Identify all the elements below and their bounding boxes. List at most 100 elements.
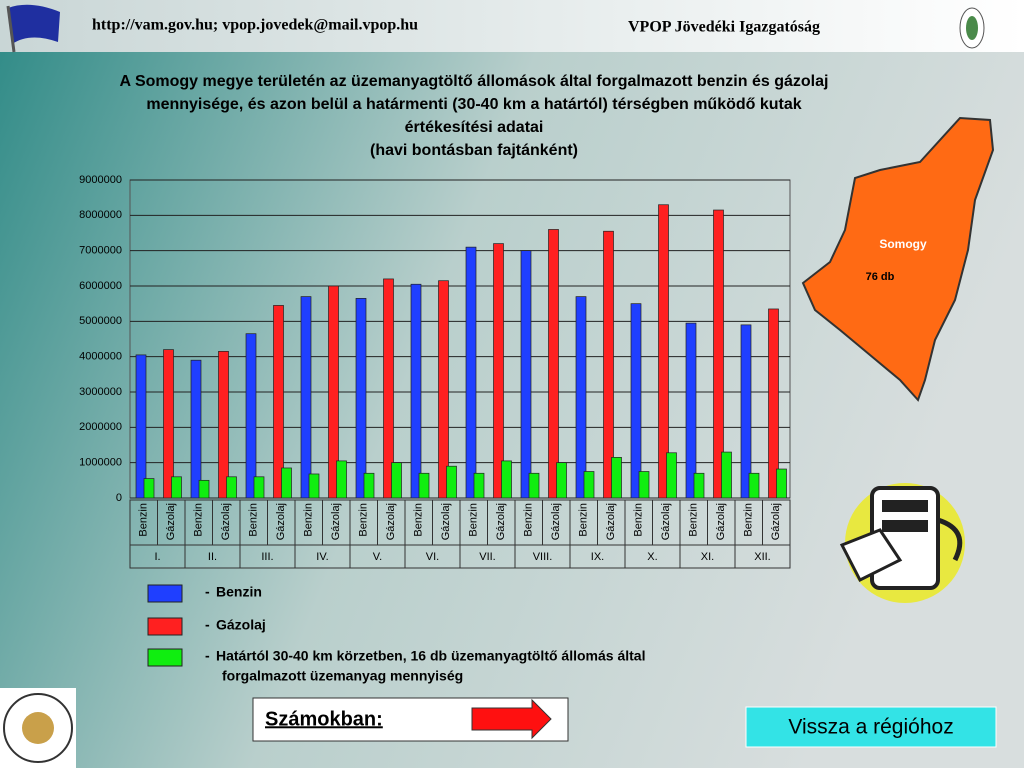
x-tick-label: VI. [426,551,439,563]
x-tick-label: II. [208,551,217,563]
y-tick-label: 5000000 [79,315,122,327]
bar [273,305,284,499]
x-tick-label: I. [154,551,160,563]
legend-swatch [147,648,183,667]
bar [493,243,504,499]
chart-title: értékesítési adatai [405,119,544,136]
bar [685,322,697,499]
chart-title: mennyisége, és azon belül a határmenti (… [146,96,801,113]
y-tick-label: 6000000 [79,280,122,292]
sub-label: Gázolaj [385,503,397,540]
back-button[interactable] [745,706,997,748]
bar [748,472,760,499]
sub-label: Gázolaj [660,503,672,540]
sub-label: Gázolaj [165,503,177,540]
bar [328,285,339,499]
sub-label: Gázolaj [220,503,232,540]
x-tick-label: VII. [479,551,496,563]
bar [300,296,312,499]
x-tick-label: III. [261,551,273,563]
bar [308,473,320,499]
legend-prefix: - [205,648,210,664]
legend-label: forgalmazott üzemanyag mennyiség [222,668,463,684]
bar [721,451,732,499]
chart-title: (havi bontásban fajtánként) [370,142,578,159]
bar [218,351,229,499]
y-tick-label: 0 [116,492,122,504]
bar [630,303,642,499]
y-tick-label: 4000000 [79,351,122,363]
bar [693,472,705,499]
bar [520,250,532,499]
legend-swatch [147,617,183,636]
legend-label: Gázolaj [216,617,266,633]
bar [776,468,787,499]
x-tick-label: V. [373,551,382,563]
sub-label: Gázolaj [605,503,617,540]
sub-label: Gázolaj [275,503,287,540]
bar [190,359,202,499]
y-tick-label: 8000000 [79,209,122,221]
sub-label: Benzin [413,503,425,537]
eu-flag [6,4,60,53]
bar [465,246,477,499]
sub-label: Benzin [523,503,535,537]
sub-label: Benzin [743,503,755,537]
map-name: Somogy [879,237,927,251]
bar [583,471,595,499]
bar [556,462,567,499]
y-tick-label: 3000000 [79,386,122,398]
bar [603,230,614,499]
bar [611,457,622,499]
anniversary-logo [0,688,76,768]
arrow[interactable] [471,698,552,740]
bar [253,476,265,499]
header-url: http://vam.gov.hu; vpop.jovedek@mail.vpo… [92,17,418,34]
bar [410,283,422,499]
legend-swatch [147,584,183,603]
bar [438,280,449,499]
bar [575,296,587,499]
emblem [959,7,985,49]
sub-label: Gázolaj [330,503,342,540]
bar [391,462,402,499]
y-tick-label: 1000000 [79,457,122,469]
sub-label: Benzin [303,503,315,537]
bar [336,460,347,499]
x-tick-label: IX. [591,551,604,563]
bar [281,467,292,499]
bar [658,204,669,499]
sub-label: Benzin [578,503,590,537]
legend-label: Benzin [216,584,262,600]
bar [226,476,237,499]
legend-label: Határtól 30-40 km körzetben, 16 db üzema… [216,648,645,664]
x-tick-label: VIII. [533,551,553,563]
sub-label: Benzin [138,503,150,537]
header-bar [0,0,1024,52]
header-org: VPOP Jövedéki Igazgatóság [628,19,820,36]
sub-label: Gázolaj [440,503,452,540]
x-tick-label: XI. [701,551,714,563]
y-tick-label: 9000000 [79,174,122,186]
bar [163,349,174,499]
numbers-box[interactable] [252,697,569,742]
bar [446,465,457,499]
sub-label: Benzin [688,503,700,537]
chart-title: A Somogy megye területén az üzemanyagtöl… [120,73,829,90]
bar [418,472,430,499]
x-tick-label: IV. [316,551,328,563]
bar [548,229,559,499]
bar [143,478,155,499]
bar [768,308,779,499]
county-map [801,116,995,402]
sub-label: Benzin [468,503,480,537]
map-count: 76 db [866,271,895,283]
bar [638,471,650,499]
y-tick-label: 7000000 [79,245,122,257]
legend-prefix: - [205,617,210,633]
bar [501,460,512,499]
sub-label: Benzin [193,503,205,537]
x-tick-label: XII. [754,551,771,563]
bar [740,324,752,499]
